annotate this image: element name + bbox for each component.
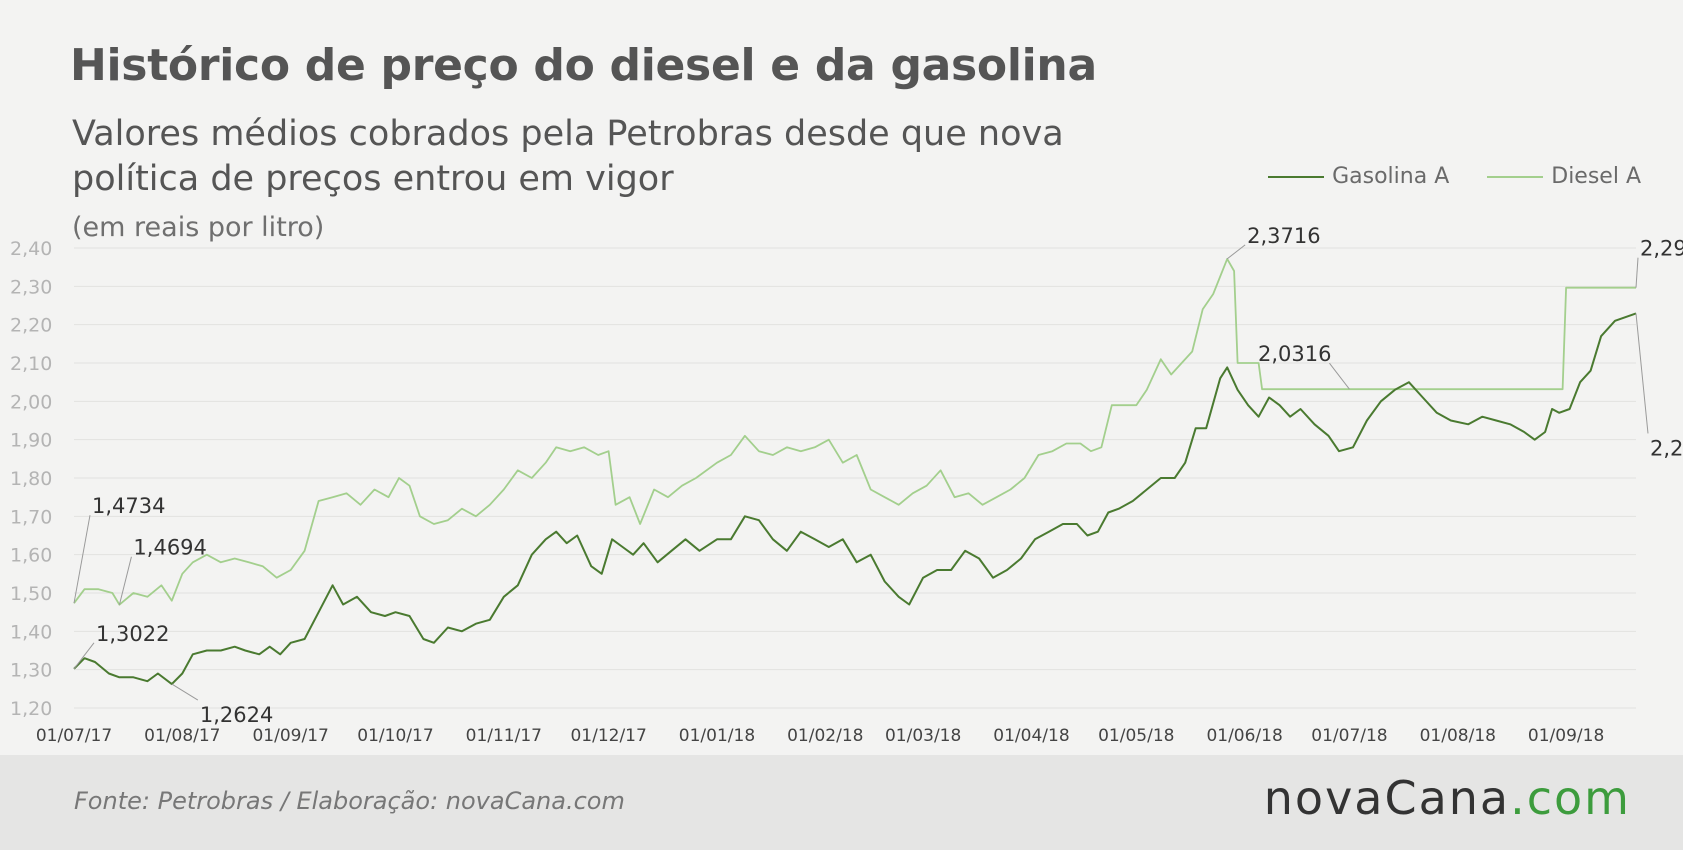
legend-swatch-diesel xyxy=(1487,175,1544,178)
y-tick-label: 1,30 xyxy=(10,660,52,682)
data-label: 1,4694 xyxy=(133,536,206,560)
annotation-leader xyxy=(1635,313,1649,434)
chart-subtitle: Valores médios cobrados pela Petrobras d… xyxy=(72,114,1064,199)
x-tick-label: 01/07/17 xyxy=(36,726,112,746)
y-tick-label: 1,60 xyxy=(10,545,52,567)
data-label: 1,3022 xyxy=(96,622,169,646)
x-tick-label: 01/08/18 xyxy=(1420,726,1496,746)
x-tick-label: 01/08/17 xyxy=(144,726,220,746)
annotation-leader xyxy=(118,556,132,605)
logo-wordmark: novaCana xyxy=(1263,771,1511,825)
series-line-gasolina xyxy=(73,312,1637,686)
x-tick-label: 01/02/18 xyxy=(787,726,863,746)
x-tick-label: 01/07/18 xyxy=(1311,726,1387,746)
y-tick-label: 2,00 xyxy=(10,391,52,413)
x-tick-label: 01/03/18 xyxy=(885,726,961,746)
data-label: 2,2294 xyxy=(1650,436,1683,460)
y-axis-ticks: 1,20 1,30 1,40 1,50 1,60 1,70 1,80 1,90 2,00 2,10… xyxy=(10,238,52,720)
y-tick-label: 2,20 xyxy=(10,315,52,337)
x-tick-label: 01/06/18 xyxy=(1206,726,1282,746)
logo-tld: .com xyxy=(1510,771,1631,825)
line-chart: 1,20 1,30 1,40 1,50 1,60 1,70 1,80 1,90 2,00 2,10… xyxy=(10,224,1683,746)
chart-title: Histórico de preço do diesel e da gasoli… xyxy=(70,40,1097,91)
footer-source: Fonte: Petrobras / Elaboração: novaCana.… xyxy=(74,787,625,815)
legend-swatch-gasolina xyxy=(1268,175,1325,178)
data-label: 1,2624 xyxy=(200,703,273,727)
data-label: 2,3716 xyxy=(1247,224,1320,248)
x-tick-label: 01/04/18 xyxy=(993,726,1069,746)
y-tick-label: 2,30 xyxy=(10,276,52,298)
annotation-leader xyxy=(73,515,91,604)
series-line-diesel xyxy=(73,258,1636,606)
data-label: 2,0316 xyxy=(1258,342,1331,366)
annotation-layer: 1,4734 1,4694 1,3022 1,2624 2,3716 2,0316 2,29… xyxy=(73,224,1683,727)
footer: Fonte: Petrobras / Elaboração: novaCana.… xyxy=(0,755,1683,850)
y-tick-label: 2,40 xyxy=(10,238,52,260)
legend-item-diesel: Diesel A xyxy=(1487,164,1641,189)
grid-layer xyxy=(74,247,1636,709)
chart-unit-label: (em reais por litro) xyxy=(72,212,325,243)
chart-legend: Gasolina A Diesel A xyxy=(1268,164,1641,189)
novacana-logo: novaCana.com xyxy=(1264,771,1631,825)
y-tick-label: 1,80 xyxy=(10,468,52,490)
annotation-leader xyxy=(73,642,95,670)
data-label: 2,2964 xyxy=(1640,237,1683,261)
y-tick-label: 1,50 xyxy=(10,583,52,605)
x-tick-label: 01/12/17 xyxy=(570,726,646,746)
annotation-leader xyxy=(171,683,199,701)
legend-item-gasolina: Gasolina A xyxy=(1268,164,1449,189)
x-tick-label: 01/11/17 xyxy=(466,726,542,746)
y-tick-label: 1,90 xyxy=(10,430,52,452)
annotation-leader xyxy=(1226,244,1246,260)
x-tick-label: 01/09/17 xyxy=(252,726,328,746)
data-label: 1,4734 xyxy=(92,494,165,518)
x-tick-label: 01/05/18 xyxy=(1098,726,1174,746)
y-tick-label: 2,10 xyxy=(10,353,52,375)
series-layer xyxy=(73,258,1637,686)
legend-label-diesel: Diesel A xyxy=(1551,164,1641,189)
x-tick-label: 01/10/17 xyxy=(357,726,433,746)
y-tick-label: 1,40 xyxy=(10,621,52,643)
x-axis-ticks: 01/07/17 01/08/17 01/09/17 01/10/17 01/11/17… xyxy=(36,726,1604,746)
legend-label-gasolina: Gasolina A xyxy=(1332,164,1450,189)
y-tick-label: 1,70 xyxy=(10,506,52,528)
annotation-leader xyxy=(1329,362,1350,390)
x-tick-label: 01/01/18 xyxy=(679,726,755,746)
x-tick-label: 01/09/18 xyxy=(1528,726,1604,746)
y-tick-label: 1,20 xyxy=(10,698,52,720)
annotation-leader xyxy=(1635,257,1639,288)
